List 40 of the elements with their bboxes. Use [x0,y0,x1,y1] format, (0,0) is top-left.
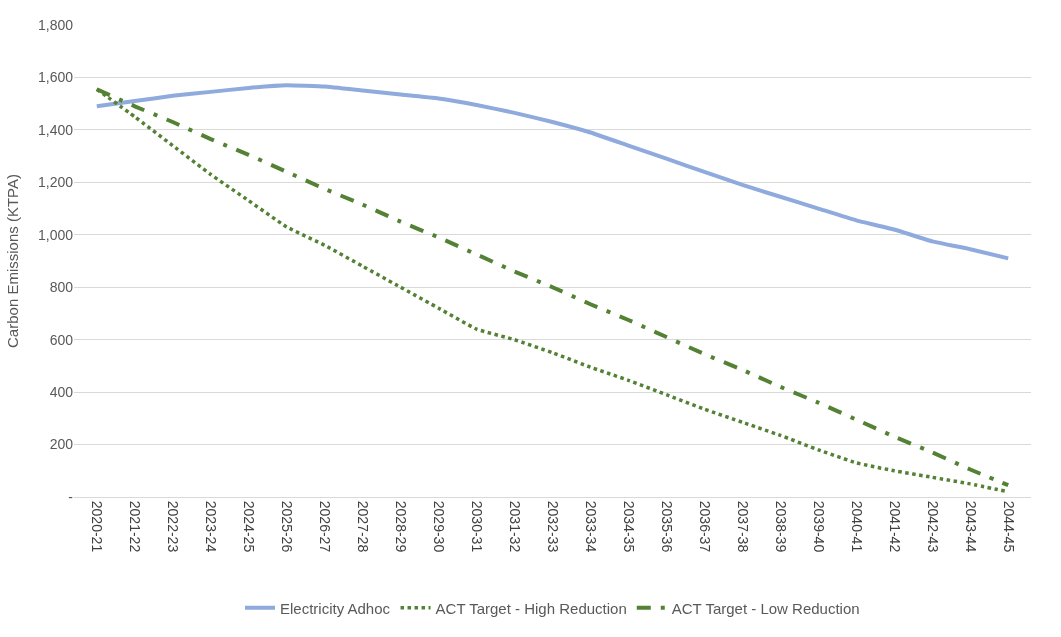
y-tick-label: 1,600 [37,69,74,86]
x-tick-label: 2036-37 [696,500,713,553]
y-tick-label: 600 [49,331,74,348]
x-tick-label: 2020-21 [89,500,106,553]
line-series [94,83,1011,261]
x-tick-label: 2025-26 [279,500,296,553]
y-tick-label: 1,800 [37,16,74,33]
x-tick-label: 2028-29 [393,500,410,553]
legend-label: ACT Target - High Reduction [435,599,627,617]
x-tick-label: 2038-39 [772,500,789,553]
y-tick-label: 200 [49,436,74,453]
x-tick-label: 2035-36 [658,500,675,553]
x-tick-label: 2026-27 [317,500,334,553]
x-tick-label: 2022-23 [165,500,182,553]
x-tick-label: 2044-45 [1000,500,1017,553]
x-tick-label: 2029-30 [431,500,448,553]
x-tick-label: 2027-28 [355,500,372,553]
y-tick-label: - [68,488,74,505]
x-tick-label: 2033-34 [582,500,599,553]
y-tick-label: 1,000 [37,226,74,243]
y-tick-label: 400 [49,384,74,401]
x-tick-label: 2023-24 [203,500,220,553]
legend-label: Electricity Adhoc [280,599,391,617]
x-tick-label: 2042-43 [924,500,941,553]
x-tick-label: 2030-31 [469,500,485,553]
legend-label: ACT Target - Low Reduction [671,599,860,617]
x-tick-label: 2032-33 [544,500,561,553]
y-tick-label: 1,400 [37,121,74,138]
y-tick-label: 1,200 [37,174,74,191]
x-tick-label: 2040-41 [848,500,865,553]
x-tick-label: 2041-42 [886,500,903,553]
x-tick-label: 2024-25 [241,500,258,553]
x-tick-label: 2043-44 [962,500,979,553]
x-tick-label: 2034-35 [620,500,637,553]
x-tick-label: 2021-22 [127,500,144,553]
y-axis-title: Carbon Emissions (KTPA) [4,174,22,348]
x-tick-label: 2031-32 [506,500,523,553]
x-tick-label: 2039-40 [810,500,827,553]
y-tick-label: 800 [49,279,74,296]
x-tick-label: 2037-38 [734,500,751,553]
